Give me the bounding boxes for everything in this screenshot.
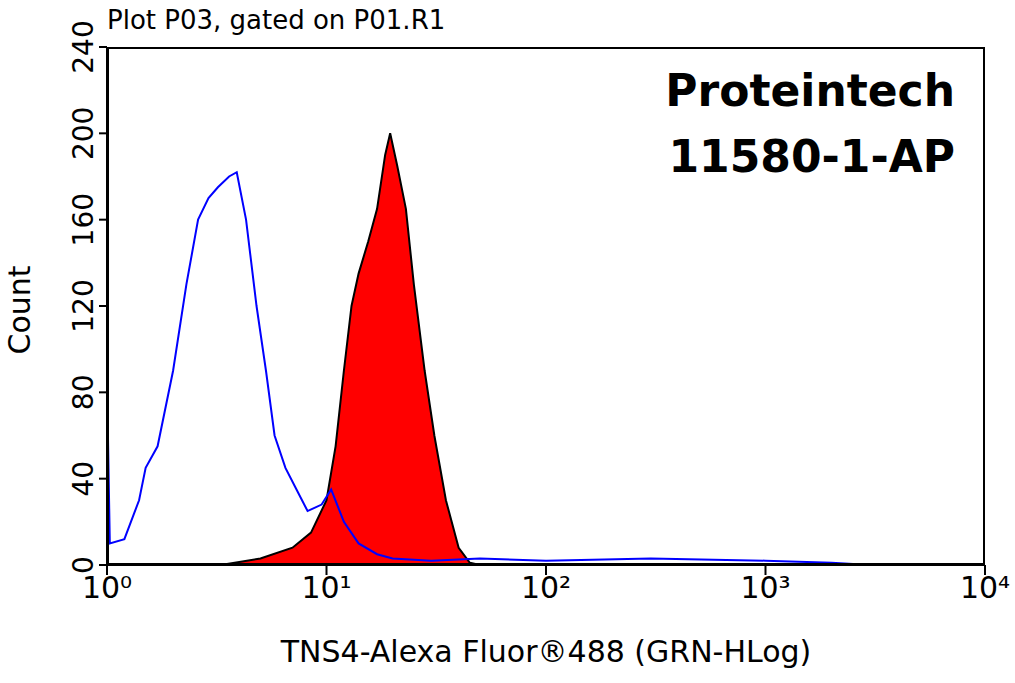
html-text:Proteintech: Proteintech	[665, 65, 955, 116]
html-text:Count: Count	[2, 265, 37, 355]
svg-text:160: 160	[67, 193, 100, 246]
svg-text:10³: 10³	[740, 570, 790, 605]
svg-text:120: 120	[67, 279, 100, 332]
html-text:Plot P03, gated on P01.R1: Plot P03, gated on P01.R1	[107, 5, 446, 35]
svg-text:200: 200	[67, 107, 100, 160]
svg-text:10²: 10²	[521, 570, 571, 605]
svg-text:80: 80	[67, 375, 100, 411]
html-text:11580-1-AP: 11580-1-AP	[668, 131, 955, 182]
svg-text:10¹: 10¹	[301, 570, 351, 605]
svg-text:240: 240	[67, 20, 100, 73]
svg-text:10⁰: 10⁰	[82, 570, 132, 605]
svg-text:10⁴: 10⁴	[960, 570, 1007, 605]
html-text:TNS4-Alexa Fluor®488 (GRN-HLog: TNS4-Alexa Fluor®488 (GRN-HLog)	[280, 634, 812, 669]
svg-text:0: 0	[67, 556, 100, 574]
svg-text:40: 40	[67, 461, 100, 497]
